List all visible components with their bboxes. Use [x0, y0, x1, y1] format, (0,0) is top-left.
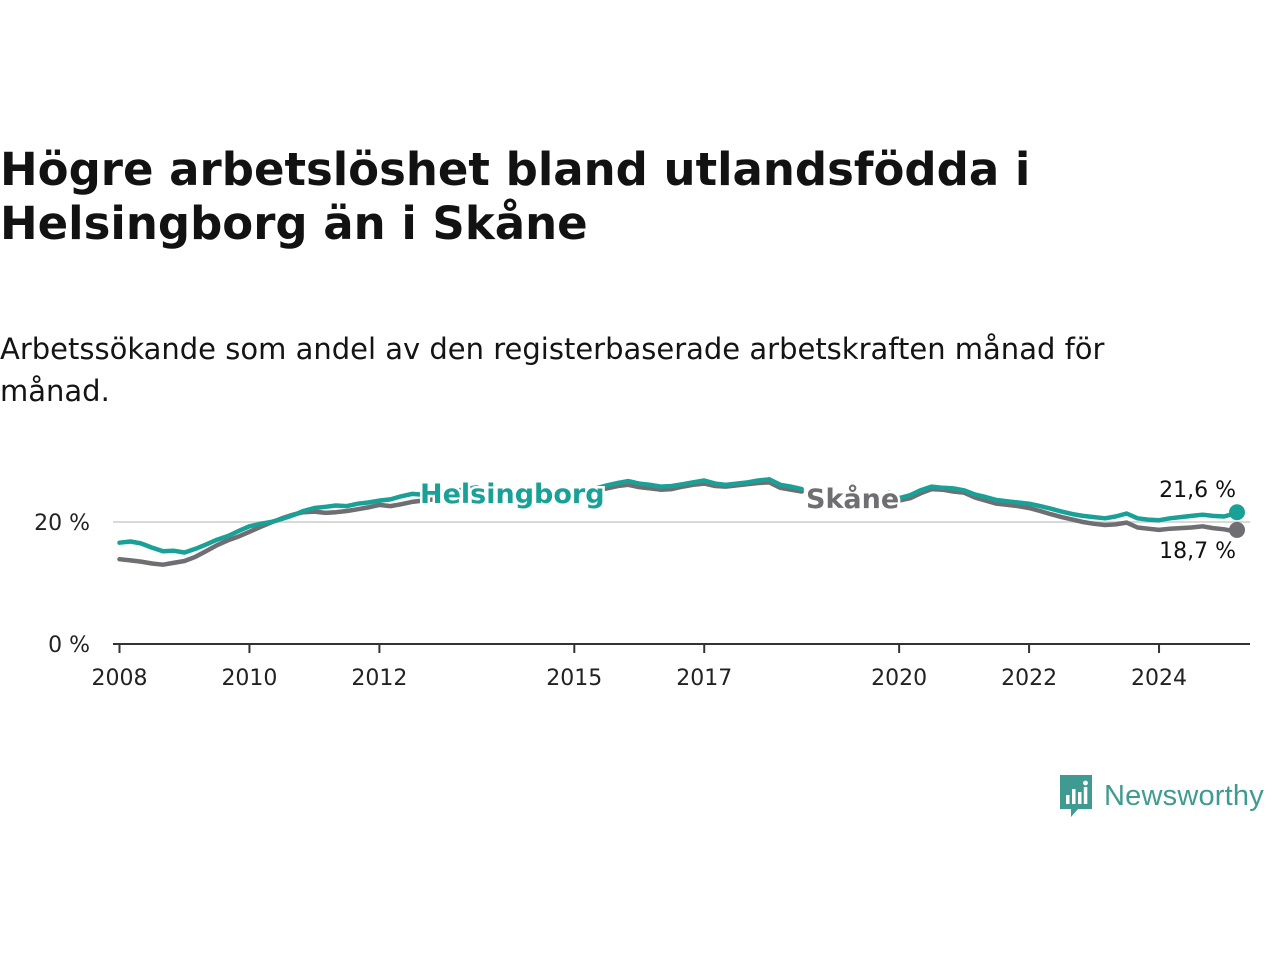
series-layer — [117, 477, 1246, 567]
x-tick-label: 2008 — [91, 666, 147, 691]
end-label-helsingborg: 21,6 % — [1159, 478, 1236, 503]
x-tick-label: 2015 — [546, 666, 602, 691]
series-line-helsingborg-2 — [887, 484, 1240, 523]
series-line-helsingborg-0 — [117, 484, 486, 555]
series-label-helsingborg: Helsingborg — [420, 479, 605, 510]
x-tick-label: 2022 — [1001, 666, 1057, 691]
end-label-skane: 18,7 % — [1159, 539, 1236, 564]
x-tick-label: 2010 — [221, 666, 277, 691]
axis-layer: 0 % 20 % 2008 2010 2012 2015 2017 2020 2022 2024 — [34, 511, 1250, 691]
brand-name: Newsworthy — [1104, 779, 1264, 812]
x-tick-label: 2020 — [871, 666, 927, 691]
end-point-helsingborg — [1229, 504, 1246, 521]
x-tick-label: 2012 — [351, 666, 407, 691]
chart-title: Högre arbetslöshet bland utlandsfödda i … — [0, 143, 1031, 250]
x-tick-label: 2017 — [676, 666, 732, 691]
series-line-skne-2 — [887, 486, 1240, 533]
end-point-skne — [1229, 521, 1246, 538]
series-line-skne-1 — [572, 480, 804, 495]
label-layer: Helsingborg Skåne 21,6 % 18,7 % — [418, 477, 1237, 565]
chart-subtitle: Arbetssökande som andel av den registerb… — [0, 332, 1105, 408]
x-tick-label: 2024 — [1131, 666, 1187, 691]
newsworthy-logo-icon — [1060, 775, 1092, 817]
series-line-helsingborg-1 — [572, 477, 804, 493]
y-tick-label: 0 % — [48, 633, 90, 658]
y-tick-label: 20 % — [34, 511, 90, 536]
newsworthy-brand: Newsworthy — [1058, 773, 1264, 819]
series-label-skane: Skåne — [806, 483, 899, 515]
